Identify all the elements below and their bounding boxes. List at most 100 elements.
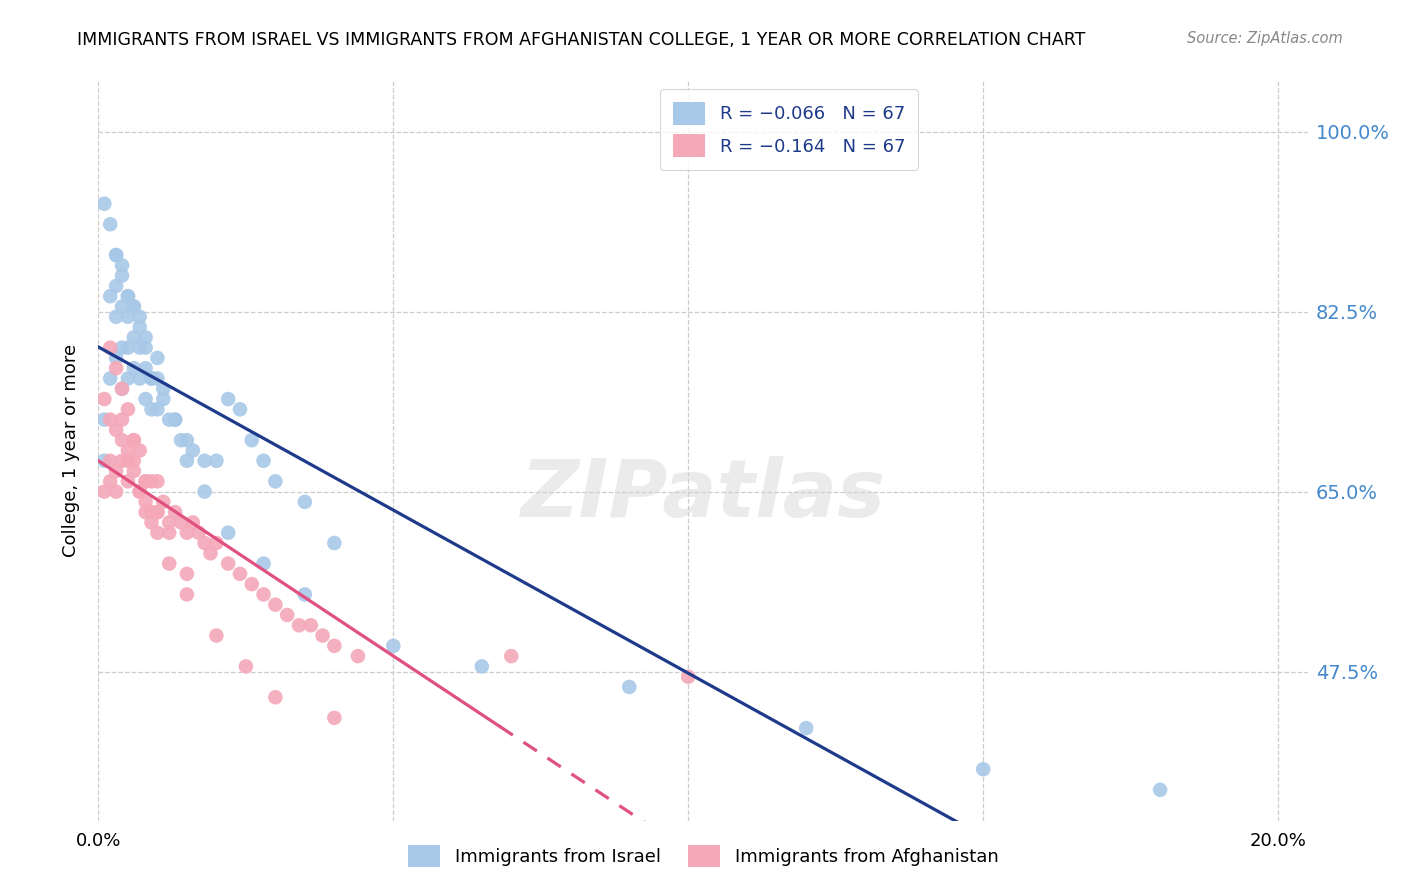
Point: [122, 361, 145, 376]
Legend: R = −0.066   N = 67, R = −0.164   N = 67: R = −0.066 N = 67, R = −0.164 N = 67: [659, 89, 918, 170]
Point: [152, 495, 174, 509]
Point: [205, 536, 228, 550]
Point: [111, 259, 134, 273]
Point: [111, 433, 134, 447]
Point: [235, 659, 257, 673]
Point: [141, 475, 163, 489]
Point: [146, 505, 169, 519]
Point: [122, 330, 145, 344]
Point: [252, 587, 274, 601]
Point: [194, 454, 217, 468]
Point: [152, 392, 174, 406]
Text: IMMIGRANTS FROM ISRAEL VS IMMIGRANTS FROM AFGHANISTAN COLLEGE, 1 YEAR OR MORE CO: IMMIGRANTS FROM ISRAEL VS IMMIGRANTS FRO…: [77, 31, 1085, 49]
Point: [229, 566, 252, 581]
Point: [794, 721, 817, 735]
Point: [111, 300, 134, 314]
Point: [128, 443, 150, 458]
Point: [146, 402, 169, 417]
Point: [128, 310, 150, 324]
Point: [157, 525, 180, 540]
Point: [128, 341, 150, 355]
Point: [141, 371, 163, 385]
Point: [105, 248, 128, 262]
Point: [323, 711, 346, 725]
Point: [294, 587, 316, 601]
Point: [471, 659, 494, 673]
Point: [117, 310, 139, 324]
Point: [135, 475, 157, 489]
Text: Source: ZipAtlas.com: Source: ZipAtlas.com: [1187, 31, 1343, 46]
Point: [264, 475, 287, 489]
Legend: Immigrants from Israel, Immigrants from Afghanistan: Immigrants from Israel, Immigrants from …: [401, 838, 1005, 874]
Point: [135, 330, 157, 344]
Point: [678, 670, 700, 684]
Point: [619, 680, 641, 694]
Point: [111, 341, 134, 355]
Point: [217, 557, 239, 571]
Point: [117, 475, 139, 489]
Point: [98, 371, 121, 385]
Point: [288, 618, 311, 632]
Point: [98, 412, 121, 426]
Point: [98, 217, 121, 231]
Point: [152, 382, 174, 396]
Point: [176, 433, 198, 447]
Point: [157, 412, 180, 426]
Point: [135, 361, 157, 376]
Point: [93, 392, 115, 406]
Point: [98, 454, 121, 468]
Point: [200, 546, 222, 560]
Point: [105, 484, 128, 499]
Point: [122, 300, 145, 314]
Point: [117, 341, 139, 355]
Point: [135, 341, 157, 355]
Y-axis label: College, 1 year or more: College, 1 year or more: [62, 344, 80, 557]
Point: [972, 762, 994, 776]
Point: [1149, 782, 1171, 797]
Point: [105, 423, 128, 437]
Point: [105, 248, 128, 262]
Point: [105, 464, 128, 478]
Point: [194, 536, 217, 550]
Point: [111, 268, 134, 283]
Point: [294, 495, 316, 509]
Point: [98, 289, 121, 303]
Point: [146, 475, 169, 489]
Point: [135, 505, 157, 519]
Point: [141, 402, 163, 417]
Point: [135, 392, 157, 406]
Point: [181, 516, 204, 530]
Point: [117, 454, 139, 468]
Point: [217, 392, 239, 406]
Text: 0.0%: 0.0%: [76, 831, 121, 850]
Point: [111, 382, 134, 396]
Point: [146, 525, 169, 540]
Point: [128, 371, 150, 385]
Point: [93, 196, 115, 211]
Point: [240, 433, 263, 447]
Point: [105, 351, 128, 365]
Point: [217, 525, 239, 540]
Point: [117, 443, 139, 458]
Point: [135, 475, 157, 489]
Point: [157, 557, 180, 571]
Point: [501, 649, 523, 664]
Point: [122, 454, 145, 468]
Point: [176, 587, 198, 601]
Point: [146, 351, 169, 365]
Point: [93, 412, 115, 426]
Text: 20.0%: 20.0%: [1250, 831, 1306, 850]
Point: [176, 454, 198, 468]
Point: [170, 516, 193, 530]
Point: [141, 505, 163, 519]
Point: [264, 690, 287, 705]
Point: [347, 649, 370, 664]
Point: [181, 443, 204, 458]
Point: [122, 464, 145, 478]
Point: [205, 454, 228, 468]
Point: [122, 433, 145, 447]
Point: [299, 618, 322, 632]
Point: [146, 505, 169, 519]
Point: [117, 402, 139, 417]
Point: [117, 371, 139, 385]
